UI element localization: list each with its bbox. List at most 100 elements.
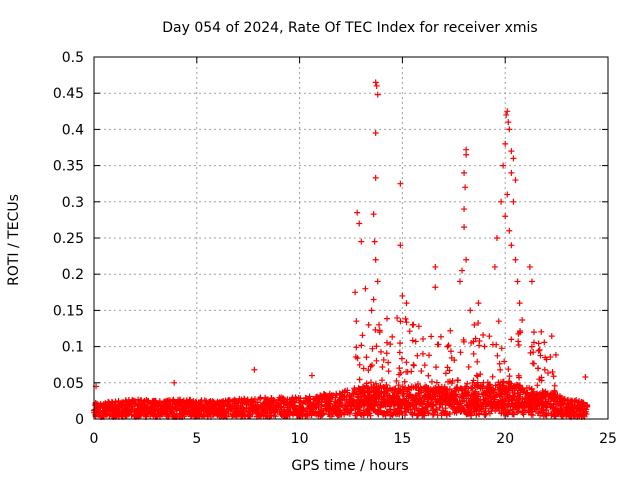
data-point bbox=[372, 256, 379, 263]
data-point bbox=[380, 356, 387, 363]
data-point bbox=[390, 399, 397, 406]
data-point bbox=[519, 317, 526, 324]
data-point bbox=[206, 409, 213, 416]
data-point bbox=[457, 349, 464, 356]
axis-ticks: 0 0.05 0.1 0.15 0.2 0.25 0.3 0.35 0.4 0.45 0.5 0 5 10… bbox=[53, 50, 617, 447]
data-point bbox=[426, 352, 433, 359]
data-point bbox=[463, 383, 470, 390]
data-point bbox=[496, 360, 503, 367]
data-point bbox=[568, 403, 575, 410]
data-point bbox=[397, 369, 404, 376]
data-point bbox=[370, 401, 377, 408]
data-point bbox=[260, 412, 267, 419]
data-point bbox=[251, 366, 258, 373]
data-point bbox=[331, 398, 338, 405]
data-point bbox=[547, 353, 554, 360]
data-point bbox=[360, 407, 367, 414]
data-point bbox=[344, 402, 351, 409]
data-point bbox=[154, 406, 161, 413]
y-tick-label: 0.15 bbox=[53, 303, 84, 319]
data-point bbox=[117, 400, 124, 407]
y-tick-label: 0 bbox=[75, 412, 84, 428]
data-point bbox=[410, 401, 417, 408]
data-point bbox=[369, 345, 376, 352]
data-point bbox=[456, 278, 463, 285]
data-point bbox=[311, 410, 318, 417]
data-point bbox=[461, 169, 468, 176]
data-point bbox=[530, 388, 537, 395]
data-point bbox=[366, 393, 373, 400]
data-point bbox=[468, 384, 475, 391]
data-point bbox=[217, 399, 224, 406]
y-tick-label: 0.4 bbox=[62, 122, 84, 138]
data-point bbox=[514, 398, 521, 405]
data-point bbox=[464, 389, 471, 396]
data-point bbox=[504, 108, 511, 115]
data-point bbox=[131, 397, 138, 404]
data-point bbox=[454, 405, 461, 412]
data-point bbox=[439, 397, 446, 404]
data-point bbox=[502, 213, 509, 220]
data-point bbox=[474, 379, 481, 386]
data-point bbox=[261, 408, 268, 415]
data-point bbox=[198, 397, 205, 404]
data-point bbox=[460, 405, 467, 412]
data-point bbox=[186, 396, 193, 403]
data-point bbox=[462, 184, 469, 191]
data-point bbox=[528, 343, 535, 350]
data-point bbox=[479, 391, 486, 398]
data-point bbox=[564, 408, 571, 415]
data-point bbox=[512, 256, 519, 263]
data-point bbox=[399, 390, 406, 397]
data-point bbox=[511, 393, 518, 400]
data-point bbox=[209, 411, 216, 418]
data-point bbox=[391, 389, 398, 396]
data-point bbox=[530, 349, 537, 356]
data-point bbox=[500, 378, 507, 385]
x-tick-label: 20 bbox=[496, 431, 514, 447]
data-point bbox=[414, 352, 421, 359]
data-point bbox=[361, 401, 368, 408]
data-point bbox=[401, 378, 408, 385]
data-point bbox=[512, 383, 519, 390]
data-point bbox=[517, 329, 524, 336]
data-point bbox=[535, 340, 542, 347]
data-point bbox=[478, 408, 485, 415]
data-point bbox=[363, 354, 370, 361]
data-point bbox=[499, 395, 506, 402]
data-point bbox=[433, 364, 440, 371]
data-point bbox=[514, 409, 521, 416]
data-point bbox=[447, 348, 454, 355]
data-point bbox=[401, 412, 408, 419]
data-point bbox=[169, 398, 176, 405]
data-point bbox=[541, 366, 548, 373]
data-point bbox=[504, 403, 511, 410]
data-point bbox=[328, 408, 335, 415]
data-point bbox=[500, 162, 507, 169]
data-point bbox=[112, 398, 119, 405]
data-point bbox=[323, 395, 330, 402]
data-point bbox=[372, 79, 379, 86]
data-point bbox=[482, 410, 489, 417]
data-point bbox=[397, 242, 404, 249]
data-point bbox=[356, 361, 363, 368]
data-point bbox=[267, 412, 274, 419]
data-point bbox=[326, 413, 333, 420]
x-tick-label: 5 bbox=[192, 431, 201, 447]
data-point bbox=[458, 394, 465, 401]
data-point bbox=[335, 406, 342, 413]
data-point bbox=[385, 359, 392, 366]
data-point bbox=[383, 381, 390, 388]
data-point bbox=[463, 256, 470, 263]
data-point bbox=[489, 341, 496, 348]
data-point bbox=[510, 155, 517, 162]
data-point bbox=[437, 333, 444, 340]
data-point bbox=[476, 342, 483, 349]
data-point bbox=[470, 377, 477, 384]
data-point bbox=[542, 354, 549, 361]
data-point bbox=[471, 321, 478, 328]
data-point bbox=[452, 392, 459, 399]
data-point bbox=[367, 379, 374, 386]
data-point bbox=[451, 357, 458, 364]
data-point bbox=[509, 401, 516, 408]
